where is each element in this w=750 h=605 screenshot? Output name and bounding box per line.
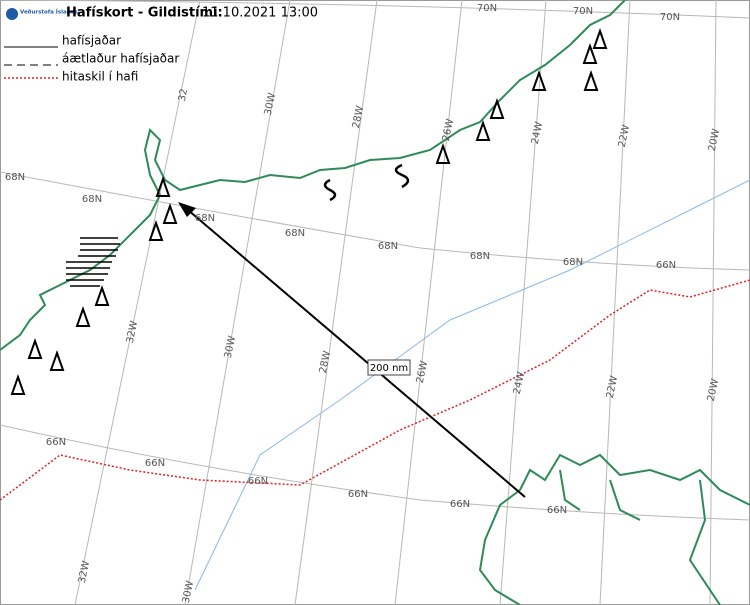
ice-triangle [592, 27, 608, 49]
lon-label: 22W [605, 375, 620, 400]
ice-triangle [75, 305, 91, 327]
ice-triangle [583, 69, 599, 91]
lon-line [599, 0, 631, 605]
front-line [0, 279, 750, 501]
lon-label: 32W [125, 320, 140, 345]
ice-triangle [435, 142, 451, 164]
lat-line [0, 424, 750, 521]
legend-label: áætlaður hafísjaðar [62, 52, 179, 66]
greenland-coast [0, 0, 626, 351]
lon-label: 30W [223, 335, 238, 360]
lon-line [499, 0, 547, 605]
distance-arrow [187, 209, 526, 498]
lat-label: 68N [285, 228, 305, 239]
lon-label: 20W [707, 128, 722, 153]
lat-label: 70N [573, 6, 593, 17]
lat-label: 66N [46, 437, 66, 448]
lon-label: 22W [617, 124, 632, 149]
logo-text: Veðurstofa Íslands [20, 8, 79, 16]
title: Hafískort - Gildistími: [66, 6, 223, 21]
ice-markers [10, 27, 608, 395]
lat-label: 66N [450, 499, 470, 510]
legend-label: hitaskil í hafi [62, 70, 138, 84]
ice-triangle [531, 69, 547, 91]
lat-label: 68N [470, 251, 490, 262]
ice-strips [66, 237, 120, 287]
bergs [323, 163, 410, 202]
validity: 11.10.2021 13:00 [202, 6, 318, 21]
distance-label: 200 nm [370, 363, 408, 374]
iceland-coast [478, 453, 750, 605]
distance-box [367, 359, 411, 376]
lon-label: 30W [181, 580, 196, 605]
lat-label: 68N [5, 172, 25, 183]
lon-label: 28W [318, 350, 333, 375]
current-line [194, 179, 750, 591]
lon-label: 26W [415, 360, 430, 385]
lon-label: 32 [177, 88, 190, 103]
lon-line [74, 0, 201, 605]
ice-triangle [49, 349, 65, 371]
ice-triangle [582, 42, 598, 64]
lat-label: 70N [660, 12, 680, 23]
ice-triangle [155, 175, 171, 197]
lon-line [709, 0, 717, 605]
lon-label: 20W [706, 378, 721, 403]
lat-label: 66N [145, 458, 165, 469]
lon-line [294, 0, 378, 605]
lat-label: 66N [547, 505, 567, 516]
ice-hatch [66, 237, 120, 287]
lat-label: 68N [563, 257, 583, 268]
ice-triangle [162, 202, 178, 224]
lon-label: 30W [263, 92, 278, 117]
lon-label: 24W [512, 371, 527, 396]
berg-symbol [323, 163, 410, 202]
logo-icon [6, 8, 18, 20]
ice-triangle [475, 119, 491, 141]
lon-label: 28W [351, 105, 366, 130]
lat-line [0, 0, 750, 19]
lon-line [394, 0, 463, 605]
lat-label: 68N [195, 213, 215, 224]
lat-label: 70N [477, 3, 497, 14]
ice-triangle [148, 219, 164, 241]
lat-line [0, 171, 750, 271]
lat-label: 66N [656, 260, 676, 271]
ice-triangle [94, 284, 110, 306]
ice-triangle [27, 337, 43, 359]
lon-line [184, 0, 291, 605]
lon-label: 32W [77, 560, 92, 585]
ice-triangle [489, 97, 505, 119]
ice-triangle [10, 373, 26, 395]
lat-label: 66N [248, 476, 268, 487]
lat-label: 68N [82, 194, 102, 205]
lat-label: 66N [348, 489, 368, 500]
lon-label: 24W [530, 121, 545, 146]
arrow-head [178, 202, 196, 217]
legend-label: hafísjaðar [62, 34, 121, 48]
grid-labels: 70N 70N 70N 68N 68N 68N 68N 68N 68N 68N 66N 66N 66N 6… [5, 3, 722, 604]
lat-label: 68N [378, 241, 398, 252]
lon-label: 26W [441, 118, 456, 143]
